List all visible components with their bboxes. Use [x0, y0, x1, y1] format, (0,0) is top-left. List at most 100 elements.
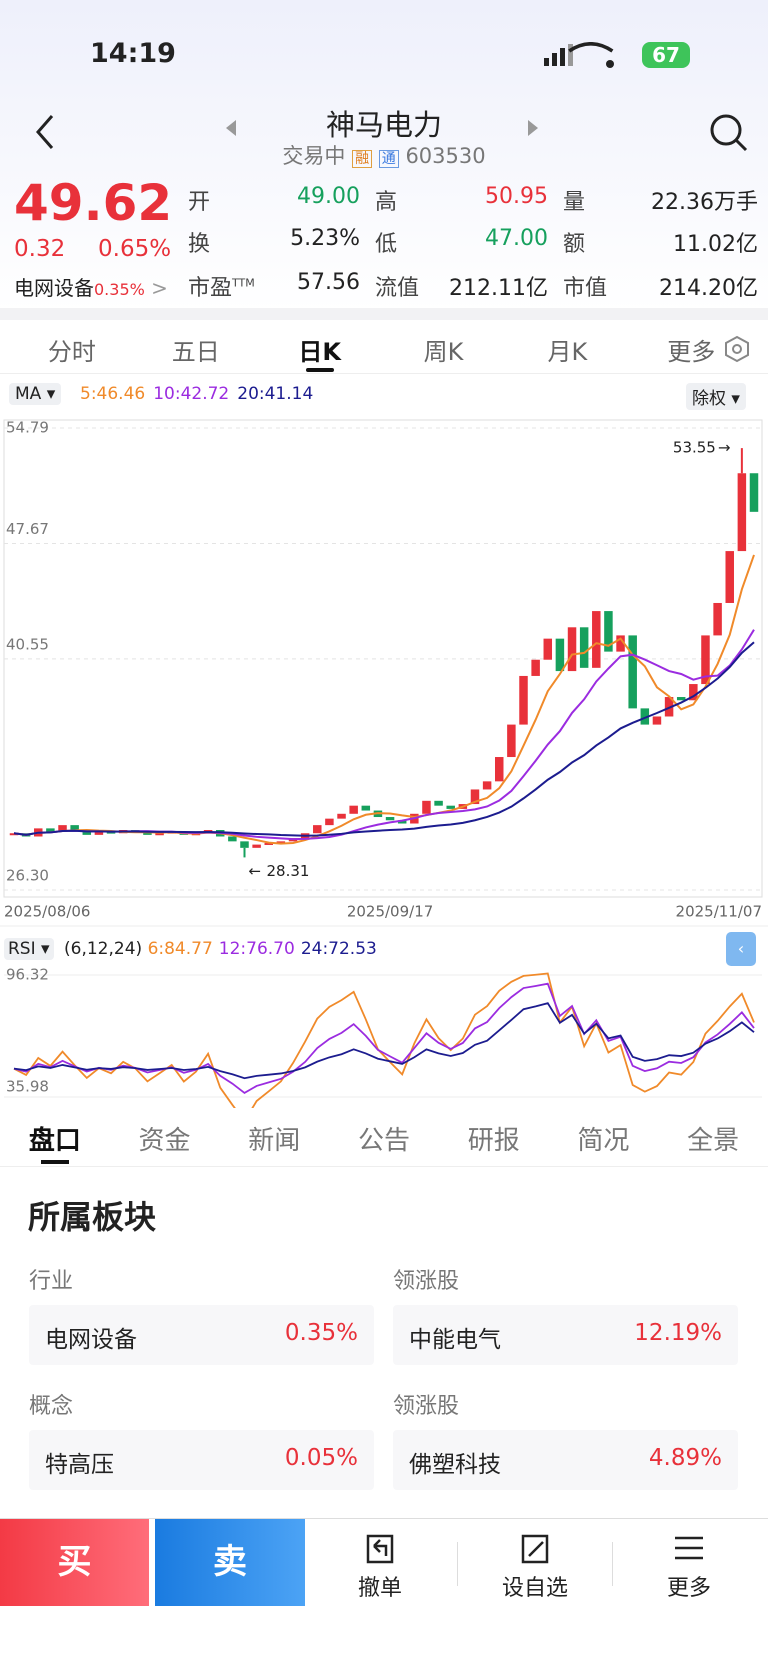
candle	[446, 805, 455, 809]
rsi-line	[13, 972, 755, 1108]
candle	[543, 638, 553, 660]
tab[interactable]: 月K	[547, 338, 588, 366]
rsi-line	[13, 1002, 755, 1080]
candle	[689, 684, 698, 701]
field-value: 214.20亿	[659, 276, 758, 301]
candle	[422, 800, 431, 814]
candle	[252, 844, 261, 848]
candle	[749, 473, 759, 512]
next[interactable]	[526, 118, 540, 138]
collapse[interactable]: ‹	[726, 932, 756, 966]
candle	[385, 817, 395, 821]
adjust-select[interactable]: 除权 ▾	[686, 383, 746, 410]
buy[interactable]: 买	[0, 1519, 149, 1606]
change-pct: 0.65%	[98, 236, 172, 262]
search[interactable]	[706, 110, 750, 154]
info-tab[interactable]: 研报	[467, 1126, 520, 1156]
y-tick-label: 54.79	[6, 419, 49, 437]
candle	[604, 611, 613, 652]
candle	[640, 708, 650, 725]
field-value: 5.23%	[290, 226, 360, 251]
action-icon	[675, 1536, 703, 1560]
sector-card[interactable]: 中能电气 12.19%	[393, 1305, 738, 1365]
info-tab[interactable]: 新闻	[248, 1126, 301, 1156]
tag: 融	[352, 150, 373, 168]
sector-card[interactable]: 佛塑科技 4.89%	[393, 1430, 738, 1490]
sector-name: 中能电气	[409, 1327, 501, 1353]
field-label: 市盈TTM	[188, 276, 255, 301]
date-label: 2025/11/07	[676, 903, 762, 921]
candle	[616, 635, 625, 652]
tab[interactable]: 五日	[171, 338, 220, 366]
action-label[interactable]: 撤单	[357, 1576, 402, 1601]
tab[interactable]: 更多	[667, 338, 716, 366]
tab[interactable]: 日K	[298, 338, 341, 366]
rsi-value: 24:72.53	[300, 939, 377, 959]
price: 49.62	[14, 174, 173, 232]
info-tab[interactable]: 资金	[138, 1126, 191, 1156]
candle	[579, 627, 589, 668]
candle	[519, 675, 528, 725]
separator	[612, 1542, 613, 1586]
info-tab[interactable]: 盘口	[28, 1126, 81, 1156]
chart: 54.79 47.67 40.55 26.30 53.55 → ← 28.31 2025/08/…	[0, 419, 768, 1108]
subtitle: 交易中 融 通 603530	[0, 140, 768, 170]
row-label: 领涨股	[393, 1269, 460, 1294]
rsi-select[interactable]: RSI ▾	[4, 938, 54, 960]
back[interactable]	[30, 112, 60, 152]
info-tab[interactable]: 简况	[577, 1126, 630, 1156]
field-label: 开	[188, 190, 211, 215]
ma-value: 10:42.72	[153, 384, 230, 404]
candle	[58, 825, 67, 832]
action-icon	[366, 1534, 394, 1564]
rsi-value: 12:76.70	[218, 939, 295, 959]
sector-card[interactable]: 电网设备 0.35%	[29, 1305, 374, 1365]
action-label[interactable]: 设自选	[501, 1576, 568, 1601]
candle	[713, 602, 722, 636]
tab-indicator	[40, 1160, 69, 1164]
row-label: 概念	[29, 1394, 74, 1419]
icon-path	[366, 1534, 394, 1564]
action-label[interactable]: 更多	[666, 1576, 711, 1601]
candle	[313, 825, 322, 834]
ma-value: 5:46.46	[80, 384, 146, 404]
tab[interactable]: 周K	[423, 338, 464, 366]
y-tick-label: 35.98	[6, 1078, 49, 1096]
tab[interactable]: 分时	[47, 338, 96, 366]
sector-name: 佛塑科技	[409, 1452, 501, 1478]
separator	[457, 1542, 458, 1586]
header-bg	[0, 0, 768, 312]
prev[interactable]	[224, 118, 238, 138]
sector-pct: 4.89%	[648, 1445, 722, 1471]
candle	[495, 757, 504, 782]
adjust-label: 除权	[692, 389, 726, 409]
sector-card[interactable]: 特高压 0.05%	[29, 1430, 374, 1490]
sell[interactable]: 卖	[155, 1519, 305, 1606]
field-value: 50.95	[485, 184, 548, 209]
candle	[737, 473, 747, 552]
field-label: 额	[563, 232, 586, 257]
candle	[397, 820, 407, 824]
field-label: 量	[563, 190, 586, 215]
divider	[0, 373, 768, 374]
ma-legend: 5:46.46 10:42.72 20:41.14	[80, 384, 321, 404]
info-tab[interactable]: 公告	[357, 1126, 410, 1156]
ma-select[interactable]: MA ▾	[9, 383, 62, 405]
candle	[349, 805, 358, 814]
field-label: 市值	[563, 276, 608, 301]
status-icons	[544, 42, 614, 68]
field-label: 低	[375, 232, 398, 257]
field-label: 换	[188, 232, 211, 257]
tag: 通	[378, 150, 399, 168]
rsi-params: (6,12,24)	[64, 939, 143, 959]
sector-name: 电网设备	[14, 276, 94, 300]
action-icon	[521, 1534, 549, 1564]
divider	[0, 1166, 768, 1167]
low-arrow: ←	[248, 862, 261, 880]
field-label: 高	[375, 190, 398, 215]
field-value: 22.36万手	[651, 190, 758, 215]
settings[interactable]	[722, 334, 752, 364]
sector: 电网设备0.35% >	[14, 276, 168, 300]
info-tab[interactable]: 全景	[687, 1126, 740, 1156]
